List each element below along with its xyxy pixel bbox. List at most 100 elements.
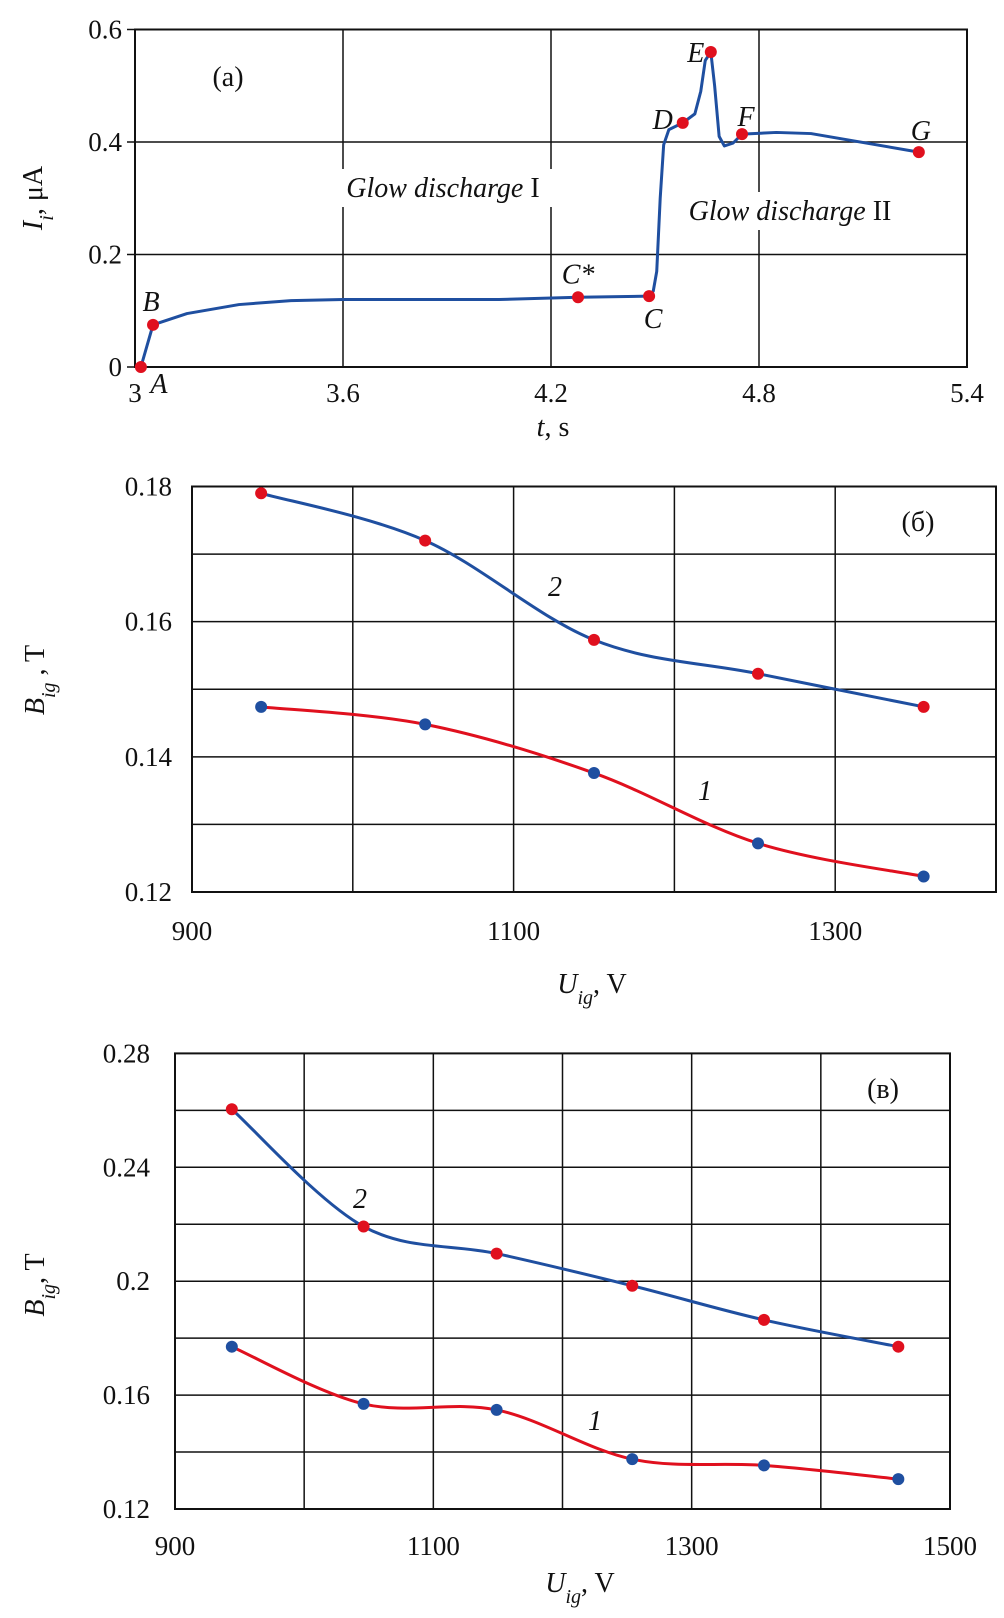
y-tick-label: 0.16 [103,1380,150,1410]
series-1-marker [892,1473,905,1486]
series-2-marker [357,1220,370,1233]
series-2-marker [419,534,432,547]
data-point-F [736,128,749,141]
series-label: 2 [548,572,562,603]
data-point-G [912,146,925,159]
plot-frame [174,1052,951,1511]
x-tick-label: 1300 [665,1531,719,1561]
point-label: B [142,287,159,318]
data-point-Cstar [572,291,585,304]
axis-label-unit: , V [581,1568,615,1599]
series-1-marker [357,1397,370,1410]
series-2-marker [490,1247,503,1260]
series-2-marker [225,1103,238,1116]
data-point-D [676,116,689,129]
x-tick-label: 5.4 [950,378,984,408]
panel-label: (a) [212,62,243,93]
y-axis-label: Ii, μA [18,165,58,231]
axis-label-subscript: ig [577,987,593,1009]
series-2-marker [255,487,268,500]
axis-label-symbol: t [537,412,546,443]
y-tick-label: 0.2 [116,1266,150,1296]
chart-panel-1: 3 3.6 4.2 4.8 5.4 0 0.2 0.4 0.6 t, s Ii, μA (a) Glow… [18,15,984,444]
point-label: C* [562,259,595,290]
series-line-2 [230,1108,899,1349]
x-tick-label: 1300 [808,916,862,946]
axis-label-unit: , s [544,412,569,443]
y-axis-label: Big , T [20,645,60,715]
axis-label-unit: , T [20,1253,51,1284]
axis-label-symbol: B [20,698,51,715]
y-tick-label: 0.12 [125,877,172,907]
x-tick-label: 4.8 [742,378,776,408]
series-1-marker [917,870,930,883]
annotation-italic: Glow discharge [346,173,523,204]
x-axis-label: Uig, V [557,969,627,1009]
y-axis-label: Big, T [20,1253,60,1316]
series-line-1 [231,1345,899,1481]
y-tick-label: 0 [109,352,123,382]
point-label: A [148,369,168,400]
y-tick-label: 0.14 [125,742,173,772]
series-2-marker [626,1279,639,1292]
point-label: F [736,102,755,133]
annotation-background [329,169,557,207]
axis-label-symbol: U [557,969,579,1000]
data-point-E [704,46,717,58]
annotation-italic: Glow discharge [689,196,866,227]
series-2-marker [588,633,600,646]
series-1-marker [626,1453,639,1466]
panel-label: (в) [867,1074,899,1105]
y-tick-label: 0.16 [125,607,172,637]
plot-frame [191,485,997,893]
axis-label-symbol: I [18,219,49,231]
y-tick-label: 0.2 [88,240,122,270]
x-tick-label: 900 [155,1531,196,1561]
current-curve [139,50,921,369]
panel-label: (б) [902,507,935,538]
data-point-B [147,318,160,331]
axis-label-subscript: ig [565,1586,581,1608]
y-tick-label: 0.24 [103,1152,151,1182]
series-1-marker [419,718,432,731]
axis-label-symbol: U [545,1568,567,1599]
x-tick-label: 4.2 [534,378,568,408]
series-1-marker [758,1459,770,1472]
annotation-roman: II [866,196,892,227]
axis-label-subscript: ig [38,1284,60,1300]
axis-label-symbol: B [20,1300,51,1317]
x-tick-label: 1500 [923,1531,977,1561]
x-tick-label: 1100 [487,916,540,946]
axis-label-unit: , T [20,645,51,683]
point-label: E [686,38,704,69]
axis-label-subscript: i [36,215,58,221]
y-tick-label: 0.12 [103,1494,150,1524]
plot-frame [134,28,968,368]
y-tick-label: 0.18 [125,472,172,502]
series-1-marker [225,1340,238,1353]
series-1-marker [255,700,268,713]
series-line-2 [260,491,924,709]
x-axis-label: t, s [537,412,570,443]
axis-label-unit: , V [593,969,627,1000]
series-2-marker [752,667,765,680]
chart-panel-2: 900 1100 1300 0.12 0.14 0.16 0.18 Uig, V Big , T… [20,472,997,1009]
x-tick-label: 900 [172,916,213,946]
y-tick-label: 0.6 [88,15,122,45]
series-1-marker [752,837,765,850]
region-annotation: Glow discharge II [689,196,892,227]
region-annotation: Glow discharge I [346,173,539,204]
annotation-background [671,192,909,230]
series-line-1 [260,705,924,878]
x-tick-label: 3 [128,378,142,408]
data-point-C [643,290,656,303]
series-2-marker [892,1340,905,1353]
point-label: C [644,304,663,335]
series-label: 2 [353,1184,367,1215]
series-1-marker [490,1403,503,1416]
annotation-roman: I [523,173,539,204]
point-label: D [652,105,673,136]
axis-label-unit: , μA [18,165,49,215]
